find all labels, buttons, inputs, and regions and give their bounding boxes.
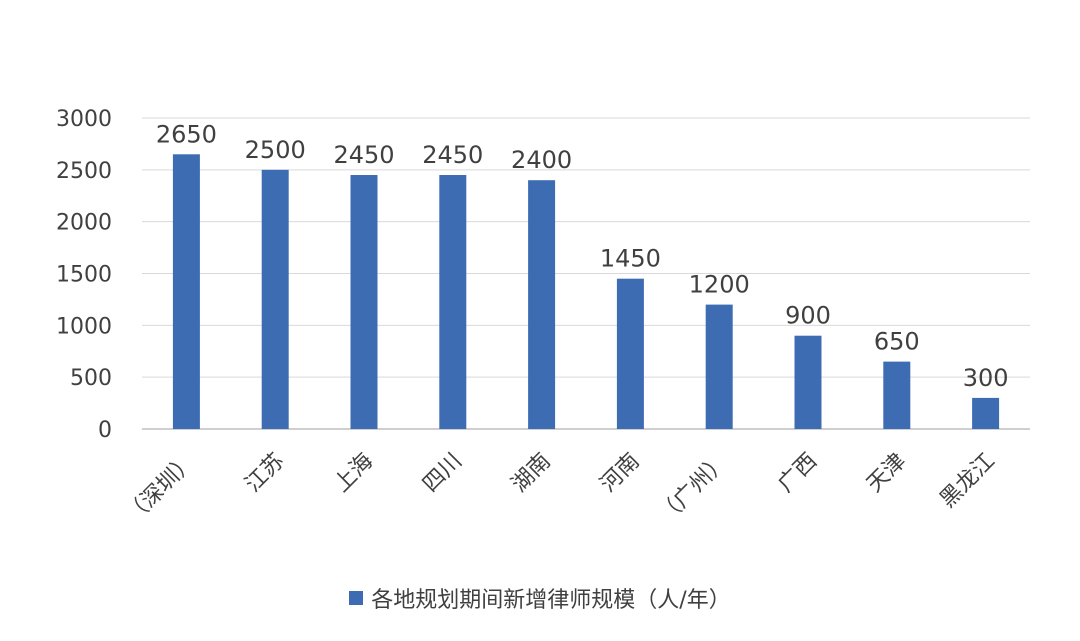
bar	[439, 175, 467, 429]
y-tick-label: 2500	[56, 159, 112, 184]
x-category-label: 四川	[418, 449, 467, 498]
y-tick-label: 2000	[56, 211, 112, 236]
data-label: 650	[874, 328, 920, 356]
data-label: 2450	[422, 141, 483, 169]
x-category-label: 黑龙江	[935, 449, 999, 513]
x-category-label: 天津	[862, 449, 911, 498]
bar	[528, 180, 556, 429]
bar	[350, 175, 378, 429]
bar	[261, 169, 289, 430]
legend-swatch	[349, 591, 364, 605]
y-tick-label: 0	[98, 418, 112, 443]
x-axis-categories: （深圳） 江苏 上海 四川 湖南 河南 （广州） 广西 天津 黑龙江	[121, 449, 1000, 529]
bar	[705, 304, 733, 429]
data-label: 2650	[156, 120, 217, 148]
x-category-label: 湖南	[507, 449, 556, 498]
y-tick-label: 1000	[56, 314, 112, 339]
y-tick-label: 1500	[56, 263, 112, 288]
bar	[794, 335, 822, 429]
legend: 各地规划期间新增律师规模（人/年）	[0, 580, 1080, 616]
bar	[172, 154, 200, 430]
data-label: 2400	[511, 146, 572, 174]
y-tick-label: 3000	[56, 107, 112, 132]
x-category-label: 广西	[773, 449, 822, 498]
x-category-label: （深圳）	[121, 449, 201, 529]
data-labels: 2650 2500 2450 2450 2400 1450 1200 900 650 300	[156, 120, 1009, 392]
bar	[972, 397, 1000, 429]
bar	[883, 361, 911, 429]
gridlines	[142, 117, 1030, 430]
x-category-label: （广州）	[654, 449, 734, 529]
x-category-label: 江苏	[241, 449, 290, 498]
bars	[172, 154, 1000, 430]
data-label: 2500	[245, 136, 306, 164]
y-tick-label: 500	[70, 366, 112, 391]
x-category-label: 河南	[596, 449, 645, 498]
data-label: 1200	[689, 271, 750, 299]
data-label: 900	[785, 302, 831, 330]
data-label: 300	[963, 364, 1009, 392]
legend-label: 各地规划期间新增律师规模（人/年）	[371, 588, 731, 613]
x-category-label: 上海	[329, 449, 378, 498]
y-axis-ticks: 0 500 1000 1500 2000 2500 3000	[56, 107, 112, 443]
bar	[616, 278, 644, 429]
data-label: 1450	[600, 245, 661, 273]
data-label: 2450	[333, 141, 394, 169]
